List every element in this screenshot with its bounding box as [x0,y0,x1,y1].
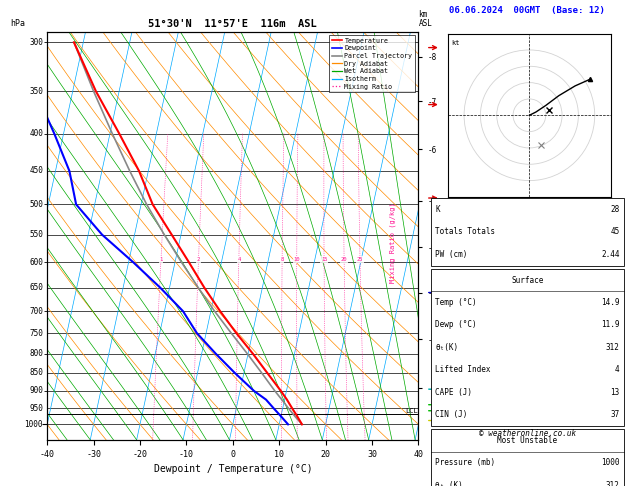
FancyBboxPatch shape [431,429,624,486]
Text: hPa: hPa [10,18,25,28]
Text: 20: 20 [341,257,347,262]
Title: 51°30'N  11°57'E  116m  ASL: 51°30'N 11°57'E 116m ASL [148,19,317,30]
Text: 450: 450 [29,167,43,175]
Text: © weatheronline.co.uk: © weatheronline.co.uk [479,429,576,438]
Text: 1: 1 [159,257,162,262]
X-axis label: Dewpoint / Temperature (°C): Dewpoint / Temperature (°C) [153,464,312,474]
Text: 900: 900 [29,386,43,396]
Text: 25: 25 [357,257,364,262]
Text: PW (cm): PW (cm) [435,250,467,259]
Text: 400: 400 [29,129,43,138]
Text: 13: 13 [611,388,620,397]
Text: 750: 750 [29,329,43,338]
Text: 2.44: 2.44 [601,250,620,259]
Text: 550: 550 [29,230,43,239]
Text: θₜ(K): θₜ(K) [435,343,458,352]
Text: Surface: Surface [511,276,543,284]
FancyBboxPatch shape [431,198,624,265]
Text: km
ASL: km ASL [418,10,432,28]
Text: Mixing Ratio (g/kg): Mixing Ratio (g/kg) [390,203,396,283]
Text: Most Unstable: Most Unstable [498,436,557,445]
Text: 312: 312 [606,343,620,352]
Text: 28: 28 [611,205,620,214]
Text: 700: 700 [29,307,43,316]
Text: 650: 650 [29,283,43,292]
Text: 4: 4 [615,365,620,374]
Text: LCL: LCL [405,408,418,414]
Text: 312: 312 [606,481,620,486]
Text: Lifted Index: Lifted Index [435,365,491,374]
Text: Pressure (mb): Pressure (mb) [435,458,495,468]
Text: 10: 10 [294,257,300,262]
Text: 11.9: 11.9 [601,320,620,330]
Text: 06.06.2024  00GMT  (Base: 12): 06.06.2024 00GMT (Base: 12) [450,6,605,15]
Text: CIN (J): CIN (J) [435,410,467,419]
Text: 8: 8 [281,257,284,262]
Text: 350: 350 [29,87,43,96]
FancyBboxPatch shape [431,269,624,426]
Text: 1000: 1000 [601,458,620,468]
Text: 800: 800 [29,349,43,358]
Text: Temp (°C): Temp (°C) [435,298,477,307]
Text: 1000: 1000 [25,420,43,429]
Text: 37: 37 [611,410,620,419]
Text: CAPE (J): CAPE (J) [435,388,472,397]
Text: θₜ (K): θₜ (K) [435,481,463,486]
Text: 300: 300 [29,38,43,47]
Text: 500: 500 [29,200,43,209]
Text: 600: 600 [29,258,43,267]
Text: 2: 2 [197,257,200,262]
Text: Totals Totals: Totals Totals [435,227,495,236]
Text: K: K [435,205,440,214]
Text: 14.9: 14.9 [601,298,620,307]
Text: 4: 4 [237,257,240,262]
Text: 850: 850 [29,368,43,377]
Text: Dewp (°C): Dewp (°C) [435,320,477,330]
Text: 15: 15 [321,257,327,262]
Text: 45: 45 [611,227,620,236]
Text: 950: 950 [29,403,43,413]
Legend: Temperature, Dewpoint, Parcel Trajectory, Dry Adiabat, Wet Adiabat, Isotherm, Mi: Temperature, Dewpoint, Parcel Trajectory… [329,35,415,92]
